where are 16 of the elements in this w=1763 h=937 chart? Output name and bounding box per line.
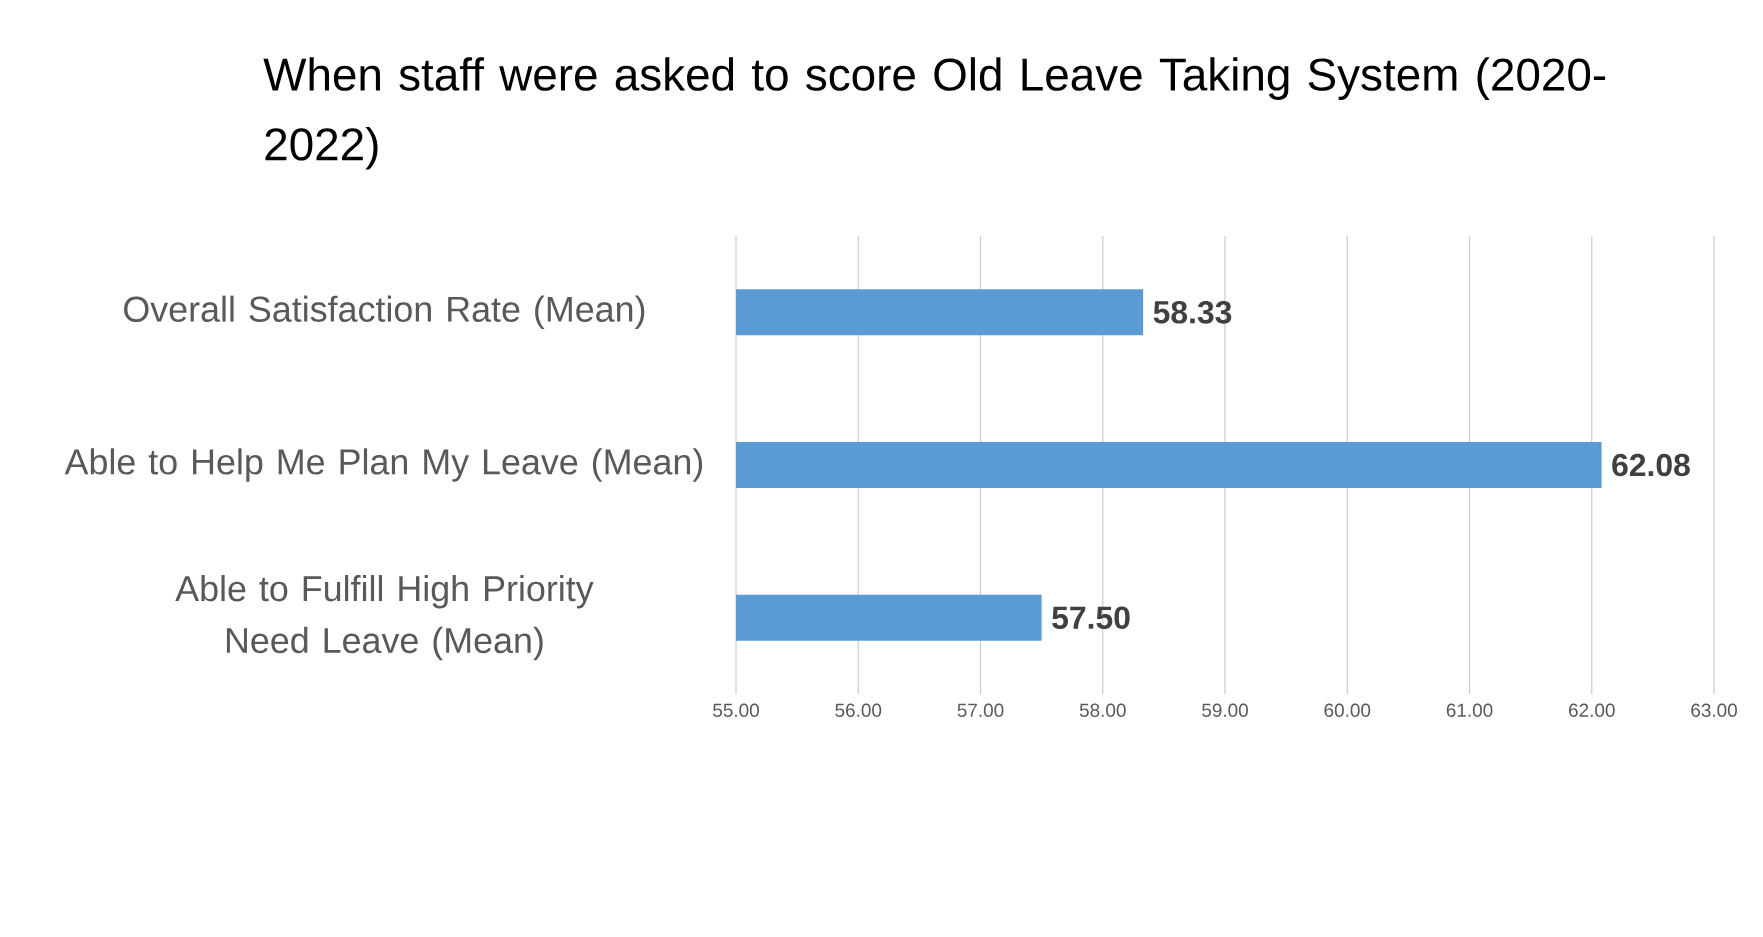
x-tick-label: 57.00 bbox=[957, 703, 1004, 717]
chart-title: When staff were asked to score Old Leave Taking System (2020-2022) bbox=[263, 57, 1606, 170]
data-label: 62.08 bbox=[1612, 453, 1690, 477]
data-label: 58.33 bbox=[1153, 301, 1232, 324]
x-tick-label: 60.00 bbox=[1324, 703, 1371, 717]
x-tick-label: 56.00 bbox=[835, 703, 882, 717]
y-tick-label: Able to Fulfill High Priority Need Leave (Mean) bbox=[175, 575, 594, 661]
data-label: 57.50 bbox=[1052, 606, 1130, 629]
x-tick-label: 58.00 bbox=[1079, 703, 1126, 717]
x-tick-label: 62.00 bbox=[1569, 703, 1615, 717]
x-tick-label: 59.00 bbox=[1202, 703, 1248, 717]
x-tick-label: 63.00 bbox=[1691, 703, 1737, 717]
x-tick-label: 61.00 bbox=[1446, 703, 1493, 717]
y-tick-label: Able to Help Me Plan My Leave (Mean) bbox=[64, 448, 703, 482]
x-tick-label: 55.00 bbox=[713, 703, 759, 717]
y-tick-label: Overall Satisfaction Rate (Mean) bbox=[124, 295, 645, 330]
